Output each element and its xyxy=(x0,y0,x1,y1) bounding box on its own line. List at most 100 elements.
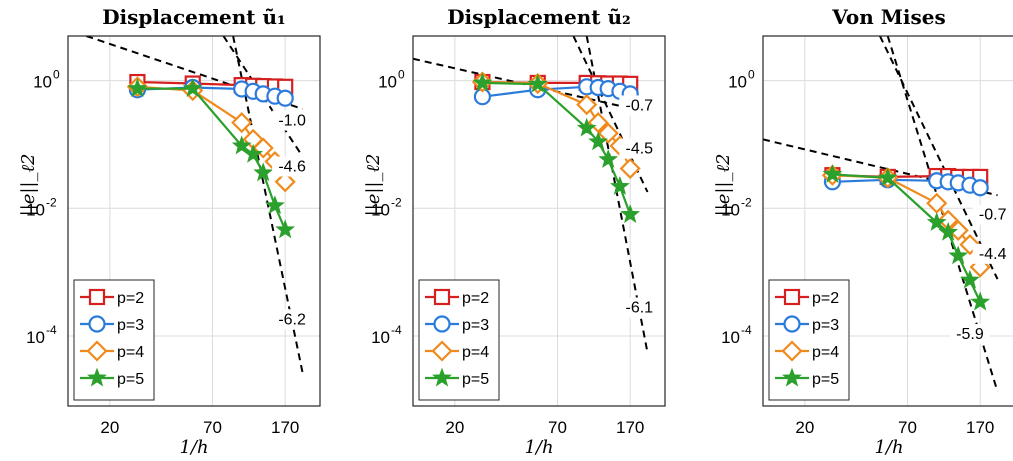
x-tick-label: 170 xyxy=(616,418,644,437)
reference-slope-line xyxy=(85,36,303,110)
data-point-p=4 xyxy=(619,157,641,180)
data-point-p=5 xyxy=(822,163,843,183)
legend-label: p=2 xyxy=(812,290,839,307)
legend-label: p=3 xyxy=(462,317,489,334)
x-tick-label: 20 xyxy=(445,418,464,437)
slope-labels: -0.7 -4.5 -6.1 xyxy=(619,95,660,318)
data-point-p=5 xyxy=(576,117,597,137)
slope-label: -0.7 xyxy=(979,207,1007,224)
data-point-p=4 xyxy=(597,122,619,144)
axes-box xyxy=(412,35,666,407)
legend-label: p=4 xyxy=(812,344,839,361)
y-axis-label: ||e||_ℓ2 xyxy=(18,154,39,217)
legend-marker xyxy=(783,288,801,306)
legend-box xyxy=(768,279,850,401)
x-tick-label: 20 xyxy=(795,418,814,437)
y-tick-label: 10 xyxy=(721,200,740,219)
legend-marker xyxy=(431,340,453,362)
legend: p=2 p=3 p=4 p=5 xyxy=(418,279,500,401)
reference-slope-line xyxy=(879,36,999,280)
y-tick-label: 10 xyxy=(26,328,45,347)
slope-label: -0.7 xyxy=(626,97,654,114)
x-tick-label: 170 xyxy=(271,418,299,437)
legend-label: p=4 xyxy=(462,344,489,361)
legend-label: p=5 xyxy=(812,371,839,388)
slope-labels: -0.7 -4.4 -5.9 xyxy=(949,204,1013,344)
x-axis-label: 1/h xyxy=(179,437,208,458)
data-point-p=5 xyxy=(610,175,630,195)
x-tick-labels: 20 70 170 xyxy=(795,418,994,437)
legend-marker xyxy=(433,315,451,333)
slope-label-background xyxy=(619,95,660,116)
data-point-p=4 xyxy=(576,94,598,116)
data-point-p=5 xyxy=(231,135,252,155)
legend-marker xyxy=(88,315,106,333)
data-point-p=4 xyxy=(274,171,296,193)
data-point-p=5 xyxy=(527,73,548,93)
x-axis-label: 1/h xyxy=(874,437,903,458)
y-tick-exponent: -2 xyxy=(46,195,57,209)
y-tick-exponent: -2 xyxy=(741,195,752,209)
slope-label: -6.1 xyxy=(626,299,654,316)
data-point-p=3 xyxy=(276,89,294,107)
data-point-p=4 xyxy=(947,219,969,241)
legend-marker xyxy=(433,288,451,306)
y-tick-label: 10 xyxy=(378,73,397,92)
legend-box xyxy=(73,279,155,401)
y-tick-exponent: 0 xyxy=(398,68,405,82)
y-tick-exponent: -2 xyxy=(391,195,402,209)
slope-label-background xyxy=(972,204,1013,225)
slope-label: -4.4 xyxy=(979,246,1007,263)
slope-label-background xyxy=(272,156,313,177)
legend-marker xyxy=(87,367,107,387)
data-point-p=5 xyxy=(598,149,619,168)
y-tick-exponent: 0 xyxy=(748,68,755,82)
slope-label: -5.9 xyxy=(956,326,984,343)
slope-labels: -1.0 -4.6 -6.2 xyxy=(272,110,313,330)
x-tick-label: 70 xyxy=(203,418,222,437)
legend-marker xyxy=(88,288,106,306)
slope-label-background xyxy=(619,138,660,159)
data-point-p=5 xyxy=(960,269,980,289)
chart-title: Displacement ũ₂ xyxy=(447,5,631,29)
data-point-p=5 xyxy=(926,212,947,231)
y-tick-label: 10 xyxy=(371,328,390,347)
reference-slope-line xyxy=(572,36,649,193)
data-point-p=5 xyxy=(275,219,296,239)
legend-marker xyxy=(783,315,801,333)
data-point-p=4 xyxy=(231,112,253,134)
y-tick-exponent: -4 xyxy=(741,323,752,337)
legend: p=2 p=3 p=4 p=5 xyxy=(73,279,155,401)
y-tick-label: 10 xyxy=(371,200,390,219)
data-point-p=5 xyxy=(253,162,274,182)
slope-label-background xyxy=(972,243,1013,264)
legend-marker xyxy=(782,367,802,387)
legend-marker xyxy=(432,367,452,387)
y-axis-label: ||e||_ℓ2 xyxy=(713,154,734,217)
chart-title: Von Mises xyxy=(831,5,946,29)
slope-label-background xyxy=(619,297,660,318)
data-point-p=5 xyxy=(938,221,959,241)
y-tick-exponent: -4 xyxy=(46,323,57,337)
data-point-p=5 xyxy=(472,72,493,92)
legend-label: p=3 xyxy=(117,317,144,334)
y-tick-label: 10 xyxy=(728,73,747,92)
data-series xyxy=(821,163,991,311)
axes-box xyxy=(67,35,321,407)
data-point-p=5 xyxy=(970,291,991,311)
reference-slope-line xyxy=(763,138,998,197)
legend-marker xyxy=(781,340,803,362)
slope-label: -4.5 xyxy=(626,141,654,158)
slope-label: -1.0 xyxy=(278,113,306,130)
x-tick-labels: 20 70 170 xyxy=(100,418,299,437)
slope-label-background xyxy=(272,110,313,131)
slope-label-background xyxy=(949,323,990,344)
data-point-p=5 xyxy=(620,204,641,223)
slope-label-background xyxy=(272,309,313,330)
